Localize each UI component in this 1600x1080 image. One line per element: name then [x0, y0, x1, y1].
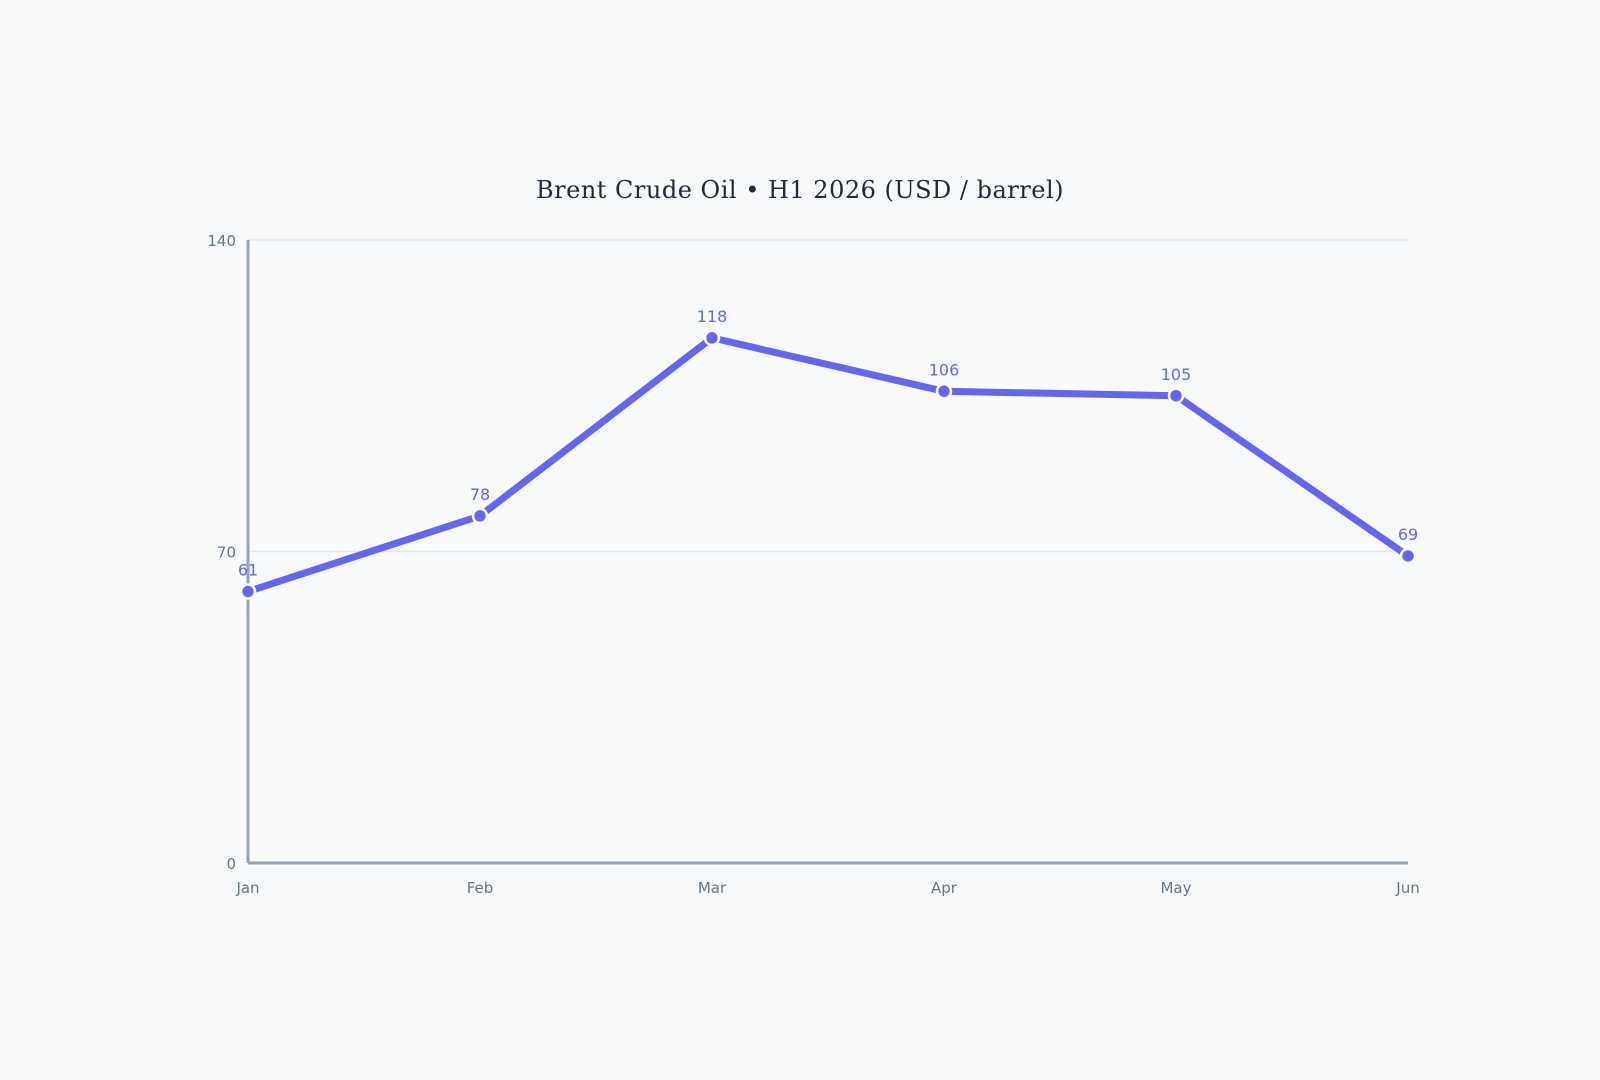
gridlines [248, 239, 1408, 553]
y-tick-label: 140 [207, 232, 236, 250]
data-labels: 61 78 118 106 105 69 [238, 307, 1418, 580]
y-axis-ticks: 0 70 140 [207, 232, 236, 873]
x-tick-label: Apr [931, 879, 958, 897]
x-tick-label: Mar [698, 879, 727, 897]
y-tick-label: 70 [217, 544, 236, 562]
x-tick-label: Jun [1395, 879, 1419, 897]
x-tick-label: Jan [235, 879, 259, 897]
data-point [703, 329, 721, 347]
x-tick-label: Feb [467, 879, 494, 897]
data-label: 106 [929, 360, 960, 379]
series-line [244, 334, 1412, 596]
y-tick-label: 0 [226, 855, 236, 873]
data-point [1167, 387, 1185, 404]
x-tick-label: May [1160, 879, 1191, 897]
x-axis-ticks: Jan Feb Mar Apr May Jun [235, 879, 1419, 897]
data-point [935, 383, 953, 400]
series-group [239, 329, 1417, 600]
data-point [471, 507, 489, 525]
data-point [239, 583, 257, 600]
data-point [1399, 547, 1417, 565]
chart-title: Brent Crude Oil • H1 2026 (USD / barrel) [536, 176, 1064, 204]
data-label: 78 [470, 485, 490, 504]
data-label: 105 [1161, 365, 1192, 384]
data-label: 61 [238, 561, 258, 580]
data-label: 69 [1398, 525, 1418, 544]
axes [246, 240, 1408, 865]
data-label: 118 [697, 307, 728, 326]
